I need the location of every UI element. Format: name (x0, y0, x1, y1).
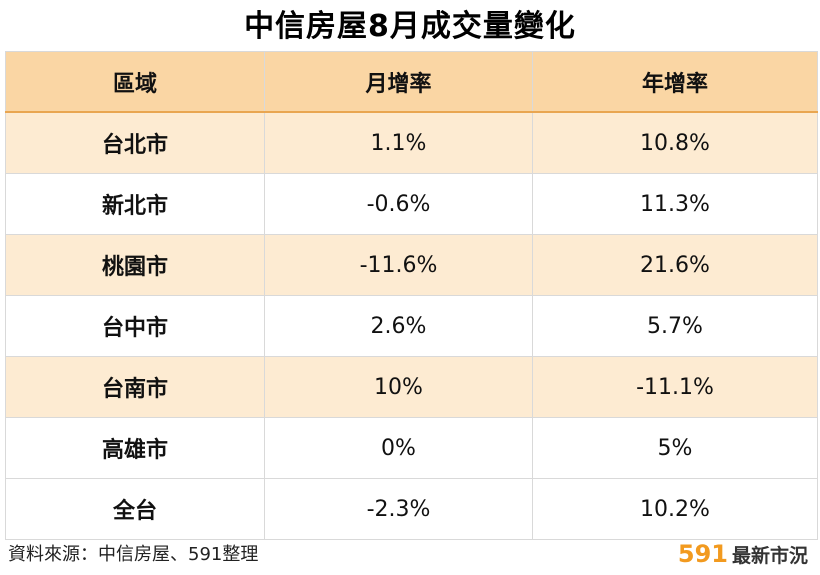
table-row: 桃園市 -11.6% 21.6% (5, 234, 818, 296)
source-note: 資料來源：中信房屋、591整理 (8, 544, 259, 565)
table-row: 高雄市 0% 5% (5, 417, 818, 479)
region-cell: 新北市 (5, 173, 265, 235)
region-cell: 台南市 (5, 356, 265, 418)
table-header: 區域 月增率 年增率 (5, 51, 818, 113)
column-header-region: 區域 (5, 51, 265, 113)
data-table: 區域 月增率 年增率 台北市 1.1% 10.8% 新北市 -0.6% 11.3… (5, 51, 818, 540)
region-cell: 桃園市 (5, 234, 265, 296)
yoy-cell: 10.2% (532, 478, 818, 540)
region-cell: 全台 (5, 478, 265, 540)
mom-cell: -2.3% (264, 478, 533, 540)
yoy-cell: 21.6% (532, 234, 818, 296)
region-cell: 台中市 (5, 295, 265, 357)
mom-cell: 10% (264, 356, 533, 418)
brand-text: 最新市況 (731, 545, 808, 567)
table-body: 台北市 1.1% 10.8% 新北市 -0.6% 11.3% 桃園市 -11.6… (5, 111, 818, 540)
table-row: 全台 -2.3% 10.2% (5, 478, 818, 540)
brand-number: 591 (677, 540, 728, 568)
yoy-cell: 5% (532, 417, 818, 479)
yoy-cell: 5.7% (532, 295, 818, 357)
mom-cell: 2.6% (264, 295, 533, 357)
table-row: 台中市 2.6% 5.7% (5, 295, 818, 357)
chart-title: 中信房屋8月成交量變化 (244, 9, 576, 44)
region-cell: 高雄市 (5, 417, 265, 479)
yoy-cell: 10.8% (532, 111, 818, 174)
table-row: 台北市 1.1% 10.8% (5, 111, 818, 174)
region-cell: 台北市 (5, 111, 265, 174)
mom-cell: 1.1% (264, 111, 533, 174)
column-header-mom: 月增率 (264, 51, 533, 113)
table-row: 台南市 10% -11.1% (5, 356, 818, 418)
brand-logo: 591 最新市況 (678, 539, 808, 569)
mom-cell: 0% (264, 417, 533, 479)
mom-cell: -11.6% (264, 234, 533, 296)
header-row: 區域 月增率 年增率 (5, 51, 818, 113)
yoy-cell: -11.1% (532, 356, 818, 418)
table-row: 新北市 -0.6% 11.3% (5, 173, 818, 235)
mom-cell: -0.6% (264, 173, 533, 235)
column-header-yoy: 年增率 (532, 51, 818, 113)
yoy-cell: 11.3% (532, 173, 818, 235)
